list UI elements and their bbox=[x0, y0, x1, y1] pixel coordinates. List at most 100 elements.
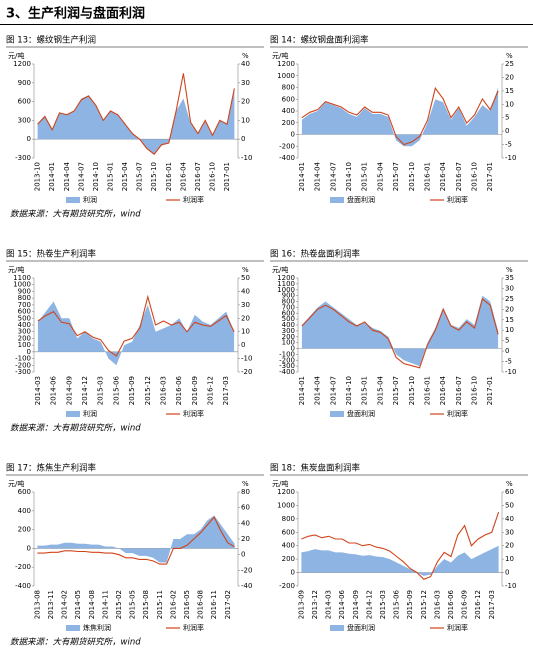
y2-tick-label: 30 bbox=[505, 528, 514, 536]
x-tick-label: 2014-07 bbox=[329, 162, 337, 191]
y-tick-label: 800 bbox=[282, 515, 295, 523]
y-tick-label: 500 bbox=[282, 315, 295, 323]
y2-tick-label: -10 bbox=[241, 154, 252, 162]
y-tick-label: 200 bbox=[282, 333, 295, 341]
x-tick-label: 2015-04 bbox=[121, 161, 129, 191]
x-tick-label: 2013-09 bbox=[297, 590, 305, 619]
legend-label: 盘面利润 bbox=[347, 409, 375, 418]
y2-tick-label: 0 bbox=[505, 347, 509, 355]
x-tick-label: 2015-05 bbox=[129, 590, 137, 619]
y-unit: 元/吨 bbox=[8, 51, 24, 60]
y-tick-label: 200 bbox=[282, 119, 295, 127]
y2-tick-label: 0 bbox=[505, 127, 509, 135]
y2-tick-label: 40 bbox=[241, 287, 250, 295]
y-tick-label: 0 bbox=[291, 131, 295, 139]
x-tick-label: 2014-12 bbox=[81, 376, 89, 405]
x-tick-label: 2017-02 bbox=[224, 590, 232, 619]
heading: 3、生产利润与盘面利润 bbox=[6, 6, 145, 22]
y-tick-label: 1100 bbox=[13, 274, 31, 282]
legend-swatch bbox=[330, 197, 344, 203]
y-tick-label: 1100 bbox=[277, 280, 295, 288]
x-tick-label: 2013-11 bbox=[47, 590, 55, 619]
x-tick-label: 2015-01 bbox=[361, 376, 369, 405]
y2-tick-label: 60 bbox=[241, 504, 250, 512]
x-tick-label: 2015-12 bbox=[144, 376, 152, 405]
y-tick-label: 800 bbox=[282, 298, 295, 306]
y2-tick-label: 30 bbox=[505, 284, 514, 292]
y-unit: 元/吨 bbox=[8, 265, 24, 274]
x-tick-label: 2015-12 bbox=[420, 590, 428, 619]
y2-tick-label: 20 bbox=[241, 98, 250, 106]
chart-title: 图 13：螺纹钢生产利润 bbox=[6, 35, 96, 46]
line bbox=[301, 297, 499, 369]
y-tick-label: 200 bbox=[18, 334, 31, 342]
legend-label: 盘面利润 bbox=[347, 623, 375, 632]
x-tick-label: 2016-01 bbox=[423, 162, 431, 191]
legend-swatch bbox=[66, 197, 80, 203]
y-tick-label: -300 bbox=[279, 362, 295, 370]
y-tick-label: 600 bbox=[18, 488, 31, 496]
legend-label: 利润率 bbox=[183, 623, 204, 632]
x-tick-label: 2016-06 bbox=[175, 375, 183, 405]
y-tick-label: 400 bbox=[282, 107, 295, 115]
y-tick-label: 900 bbox=[18, 79, 31, 87]
y2-tick-label: 15 bbox=[505, 87, 514, 95]
y-tick-label: 400 bbox=[18, 507, 31, 515]
y2-tick-label: 10 bbox=[241, 116, 250, 124]
y2-tick-label: 30 bbox=[241, 301, 250, 309]
y2-tick-label: 35 bbox=[505, 274, 514, 282]
y2-tick-label: 20 bbox=[241, 535, 250, 543]
x-tick-label: 2015-04 bbox=[376, 161, 384, 191]
legend-label: 利润率 bbox=[447, 195, 468, 204]
x-tick-label: 2014-11 bbox=[101, 590, 109, 619]
y2-tick-label: 80 bbox=[241, 488, 250, 496]
x-tick-label: 2015-06 bbox=[393, 589, 401, 619]
legend-label: 利润率 bbox=[447, 623, 468, 632]
x-tick-label: 2014-10 bbox=[92, 162, 100, 191]
source-note: 数据来源：大有期货研究所，wind bbox=[10, 423, 141, 434]
area bbox=[37, 515, 235, 563]
line bbox=[301, 86, 499, 146]
x-tick-label: 2016-07 bbox=[455, 376, 463, 405]
x-tick-label: 2014-04 bbox=[314, 161, 322, 191]
x-tick-label: 2014-07 bbox=[77, 162, 85, 191]
x-tick-label: 2016-10 bbox=[471, 376, 479, 405]
y2-tick-label: 10 bbox=[505, 100, 514, 108]
x-tick-label: 2015-03 bbox=[97, 376, 105, 405]
y2-tick-label: -40 bbox=[241, 582, 252, 590]
y2-tick-label: -10 bbox=[505, 368, 516, 376]
y-tick-label: 200 bbox=[18, 526, 31, 534]
x-tick-label: 2016-07 bbox=[194, 162, 202, 191]
y-tick-label: -200 bbox=[279, 582, 295, 590]
y2-tick-label: 40 bbox=[505, 515, 514, 523]
x-tick-label: 2017-03 bbox=[488, 590, 496, 619]
area bbox=[301, 87, 499, 147]
x-tick-label: 2014-08 bbox=[88, 590, 96, 619]
y2-tick-label: 40 bbox=[241, 519, 250, 527]
y-tick-label: 700 bbox=[18, 301, 31, 309]
x-tick-label: 2016-11 bbox=[210, 590, 218, 619]
x-tick-label: 2016-09 bbox=[461, 590, 469, 619]
y2-tick-label: 50 bbox=[241, 274, 250, 282]
y-tick-label: 600 bbox=[282, 309, 295, 317]
y-tick-label: 400 bbox=[282, 542, 295, 550]
y2-tick-label: 0 bbox=[241, 341, 245, 349]
y2-tick-label: -10 bbox=[241, 355, 252, 363]
x-tick-label: 2016-05 bbox=[183, 590, 191, 619]
x-tick-label: 2016-10 bbox=[209, 162, 217, 191]
y2-tick-label: 20 bbox=[505, 305, 514, 313]
x-tick-label: 2014-02 bbox=[61, 590, 69, 619]
y-tick-label: -200 bbox=[15, 361, 31, 369]
y2-tick-label: -10 bbox=[505, 154, 516, 162]
y-tick-label: 0 bbox=[27, 348, 31, 356]
y-tick-label: 200 bbox=[282, 555, 295, 563]
y2-tick-label: 0 bbox=[241, 135, 245, 143]
chart-title: 图 17：炼焦生产利润率 bbox=[6, 463, 97, 474]
x-tick-label: 2014-06 bbox=[338, 589, 346, 619]
y-tick-label: 1000 bbox=[277, 286, 295, 294]
x-tick-label: 2014-09 bbox=[65, 376, 73, 405]
y-tick-label: 1000 bbox=[277, 72, 295, 80]
y-tick-label: 500 bbox=[18, 314, 31, 322]
y-tick-label: -400 bbox=[279, 154, 295, 162]
